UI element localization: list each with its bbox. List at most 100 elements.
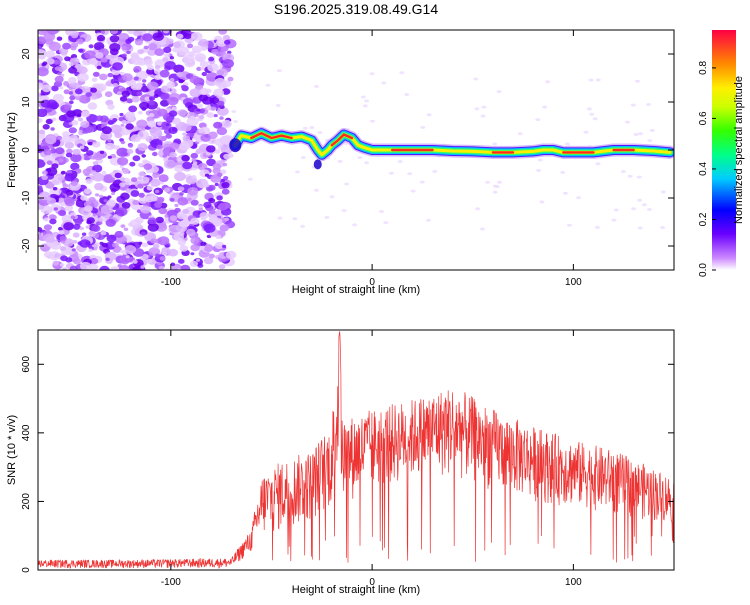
faint-speckle [341, 209, 347, 213]
noise-speckle [150, 128, 162, 138]
noise-speckle [196, 258, 201, 262]
noise-speckle [41, 84, 52, 93]
noise-speckle [70, 215, 76, 220]
noise-speckle [162, 154, 168, 158]
noise-speckle [79, 226, 84, 231]
noise-speckle [216, 172, 223, 177]
noise-speckle [70, 162, 80, 171]
noise-speckle [132, 199, 140, 206]
noise-speckle [131, 56, 143, 65]
noise-speckle [125, 255, 130, 259]
noise-speckle [43, 149, 53, 156]
y-tick-label: 200 [21, 493, 32, 510]
noise-speckle [70, 153, 82, 163]
noise-speckle [152, 172, 160, 178]
noise-speckle [69, 57, 80, 65]
noise-speckle [59, 246, 66, 251]
faint-speckle [277, 216, 283, 220]
noise-speckle [125, 114, 135, 122]
y-tick-label: 10 [21, 96, 32, 108]
noise-speckle [43, 233, 55, 243]
noise-speckle [135, 85, 142, 91]
noise-speckle [210, 106, 217, 111]
noise-speckle [92, 71, 100, 77]
noise-speckle [214, 182, 219, 187]
noise-speckle [221, 188, 230, 195]
noise-speckle [220, 169, 227, 175]
noise-speckle [190, 237, 200, 245]
noise-speckle [85, 178, 93, 184]
faint-speckle [295, 170, 300, 174]
noise-speckle [206, 145, 216, 153]
noise-speckle [216, 38, 227, 47]
noise-speckle [77, 72, 89, 82]
noise-speckle [154, 189, 160, 194]
noise-speckle [38, 67, 49, 77]
noise-speckle [144, 145, 149, 149]
spectrogram-x-ticks: -100 0 100 [161, 30, 582, 288]
ridge-peak [330, 133, 354, 147]
noise-speckle [190, 217, 200, 225]
noise-speckle [168, 110, 178, 117]
noise-speckle [190, 260, 198, 267]
noise-speckle [122, 168, 130, 174]
noise-speckle [163, 53, 170, 58]
noise-speckle [133, 65, 142, 73]
noise-speckle [70, 180, 78, 187]
noise-speckle [132, 155, 141, 162]
noise-speckle [54, 66, 62, 71]
noise-speckle [147, 223, 159, 232]
noise-speckle [57, 72, 62, 76]
noise-speckle [207, 63, 219, 72]
faint-speckle [631, 207, 637, 211]
faint-speckle [567, 223, 572, 227]
noise-speckle [88, 44, 94, 49]
noise-speckle [150, 178, 161, 187]
noise-speckle [71, 120, 79, 126]
colorbar-label: Normalized spectral amplitude [733, 76, 745, 224]
noise-speckle [45, 118, 53, 125]
noise-speckle [63, 81, 69, 86]
noise-speckle [176, 71, 184, 78]
faint-speckle [324, 215, 330, 219]
noise-speckle [224, 39, 231, 45]
snr-line-group [38, 331, 674, 569]
noise-speckle [196, 66, 202, 71]
noise-speckle [179, 192, 184, 196]
faint-speckle [357, 156, 363, 160]
noise-speckle [60, 255, 68, 262]
faint-speckle [337, 159, 343, 163]
noise-speckle [122, 73, 133, 82]
noise-speckle [119, 177, 126, 182]
noise-speckle [177, 197, 189, 206]
noise-speckle [63, 104, 71, 110]
x-tick-label: -100 [161, 277, 181, 288]
noise-speckle [57, 226, 63, 231]
noise-speckle [92, 213, 97, 217]
noise-speckle [121, 90, 130, 98]
faint-speckle [537, 158, 543, 162]
noise-speckle [172, 41, 182, 49]
noise-speckle [164, 159, 176, 169]
noise-speckle [222, 162, 228, 167]
noise-speckle [146, 68, 155, 75]
noise-speckle [129, 161, 136, 167]
faint-speckle [595, 78, 601, 82]
noise-speckle [148, 100, 155, 106]
faint-speckle [426, 113, 432, 117]
noise-speckle [89, 58, 99, 65]
noise-speckle [85, 225, 91, 229]
noise-speckle [45, 50, 55, 58]
noise-speckle [114, 172, 122, 179]
noise-speckle [112, 242, 119, 248]
noise-speckle [38, 117, 43, 124]
faint-speckle [410, 189, 416, 193]
noise-speckle [218, 264, 226, 270]
noise-speckle [95, 193, 100, 197]
noise-speckle [138, 241, 143, 245]
noise-speckle [70, 42, 79, 48]
noise-speckle [65, 189, 74, 196]
noise-speckle [59, 235, 67, 242]
noise-speckle [68, 77, 77, 84]
faint-speckle [633, 132, 639, 136]
